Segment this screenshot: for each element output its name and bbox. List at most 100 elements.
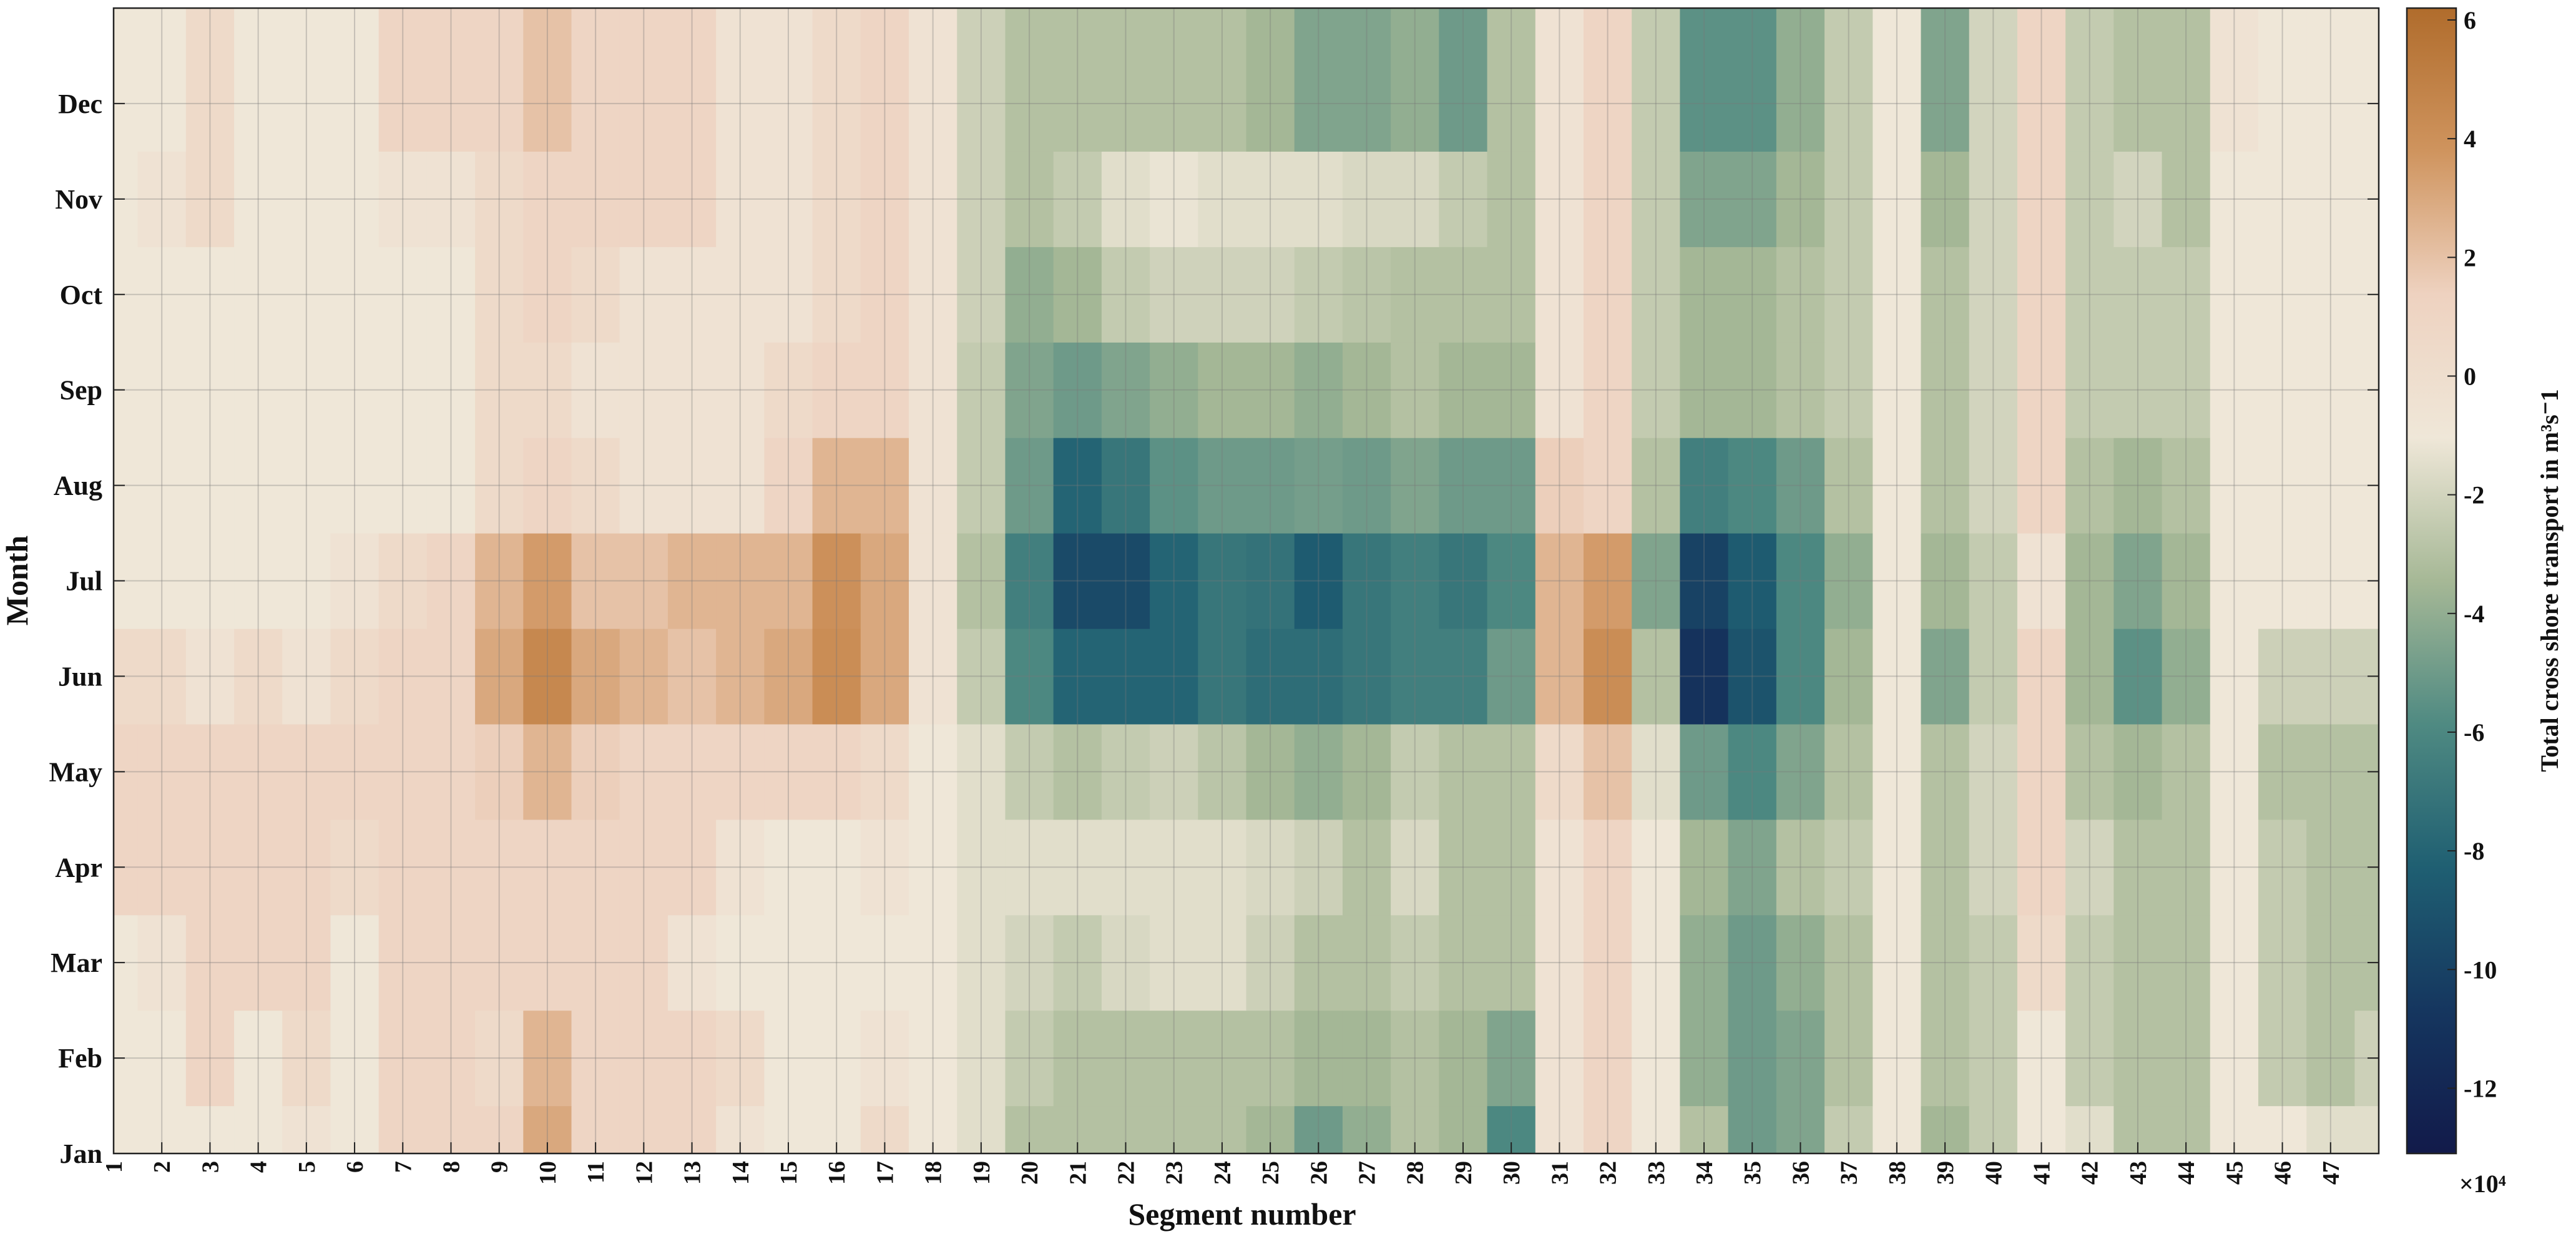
heatmap-cell <box>619 151 668 247</box>
heatmap-cell <box>1728 819 1777 916</box>
heatmap-cell <box>1005 723 1054 820</box>
heatmap-cell <box>1101 819 1150 916</box>
heatmap-cell <box>764 533 813 629</box>
heatmap-cell <box>330 8 380 152</box>
heatmap-cell <box>1198 247 1247 343</box>
heatmap-cell <box>1487 819 1536 916</box>
heatmap-cell <box>1294 342 1343 438</box>
heatmap-cell <box>2306 1010 2355 1107</box>
heatmap-cell <box>378 723 428 820</box>
heatmap-cell <box>185 533 235 629</box>
heatmap-cell <box>1101 247 1150 343</box>
heatmap-cell <box>185 438 235 534</box>
heatmap-cell <box>1101 342 1150 438</box>
heatmap-cell <box>2162 247 2211 343</box>
heatmap-cell <box>1342 151 1391 247</box>
heatmap-cell <box>1921 533 1970 629</box>
heatmap-cell <box>1632 8 1681 152</box>
heatmap-cell <box>860 8 909 152</box>
heatmap-cell <box>1150 819 1198 916</box>
heatmap-cell <box>716 628 765 725</box>
heatmap-cell <box>909 628 957 725</box>
colorbar-tick-label: 4 <box>2464 125 2476 153</box>
heatmap-cell <box>2065 247 2114 343</box>
heatmap-cell <box>378 151 428 247</box>
heatmap-cell <box>957 438 1006 534</box>
heatmap-cell <box>764 438 813 534</box>
heatmap-cell <box>1246 628 1295 725</box>
heatmap-cell <box>1824 1010 1873 1107</box>
heatmap-cell <box>2306 723 2355 820</box>
heatmap-cell <box>860 342 909 438</box>
heatmap-cell <box>137 533 187 629</box>
heatmap-cell <box>1873 247 1922 343</box>
heatmap-cell <box>2306 438 2355 534</box>
heatmap-cell <box>667 438 717 534</box>
x-tick-label: 21 <box>1065 1161 1091 1185</box>
heatmap-cell <box>571 723 620 820</box>
heatmap-cell <box>1246 438 1295 534</box>
heatmap-cell <box>1391 438 1439 534</box>
heatmap-cell <box>282 342 331 438</box>
heatmap-cell <box>1391 914 1439 1011</box>
heatmap-cell <box>667 151 717 247</box>
heatmap-cell <box>2306 8 2355 152</box>
heatmap-cell <box>1969 533 2018 629</box>
heatmap-cell <box>1150 151 1198 247</box>
heatmap-cell <box>1053 914 1102 1011</box>
heatmap-cell <box>764 628 813 725</box>
heatmap-cell <box>2017 914 2066 1011</box>
heatmap-cell <box>2258 342 2307 438</box>
heatmap-cell <box>909 438 957 534</box>
heatmap-cell <box>2258 723 2307 820</box>
x-tick-label: 15 <box>776 1161 802 1185</box>
heatmap-cell <box>1680 438 1729 534</box>
heatmap-cell <box>2210 819 2259 916</box>
heatmap-cell <box>1053 1010 1102 1107</box>
heatmap-cell <box>1294 151 1343 247</box>
heatmap-cell <box>619 533 668 629</box>
heatmap-cell <box>137 247 187 343</box>
x-tick-label: 28 <box>1403 1161 1429 1185</box>
heatmap-cell <box>475 723 524 820</box>
x-tick-label: 32 <box>1595 1161 1622 1185</box>
heatmap-cell <box>2210 151 2259 247</box>
heatmap-cell <box>523 438 572 534</box>
heatmap-cell <box>1005 533 1054 629</box>
heatmap-cell <box>523 342 572 438</box>
heatmap-cell <box>1101 533 1150 629</box>
heatmap-cell <box>475 438 524 534</box>
heatmap-cell <box>1535 628 1584 725</box>
heatmap-cell <box>812 533 861 629</box>
heatmap-cell <box>475 819 524 916</box>
heatmap-cell <box>716 438 765 534</box>
heatmap-cell <box>330 342 380 438</box>
heatmap-cell <box>764 151 813 247</box>
heatmap-cell <box>1391 819 1439 916</box>
heatmap-cell <box>812 438 861 534</box>
x-tick-label: 35 <box>1740 1161 1766 1185</box>
heatmap-cell <box>2210 247 2259 343</box>
heatmap-cell <box>1439 914 1488 1011</box>
heatmap-cell <box>234 8 283 152</box>
heatmap-cell <box>1391 628 1439 725</box>
heatmap-cell <box>523 819 572 916</box>
heatmap-cell <box>2017 1010 2066 1107</box>
heatmap-cell <box>1680 342 1729 438</box>
heatmap-cell <box>378 628 428 725</box>
heatmap-cell <box>812 8 861 152</box>
heatmap-cell <box>426 819 476 916</box>
x-tick-label: 31 <box>1547 1161 1573 1185</box>
heatmap-cell <box>330 914 380 1011</box>
heatmap-cell <box>426 1010 476 1107</box>
heatmap-cell <box>2162 151 2211 247</box>
x-tick-label: 46 <box>2270 1161 2296 1185</box>
heatmap-cell <box>1246 1010 1295 1107</box>
heatmap-cell <box>137 438 187 534</box>
heatmap-cell <box>1776 819 1825 916</box>
heatmap-cell <box>1198 151 1247 247</box>
heatmap-cell <box>330 819 380 916</box>
heatmap-cell <box>378 819 428 916</box>
heatmap-cell <box>1535 438 1584 534</box>
heatmap-cell <box>1873 438 1922 534</box>
